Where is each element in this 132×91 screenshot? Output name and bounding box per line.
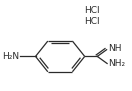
Text: H₂N: H₂N	[3, 52, 20, 61]
Text: HCl: HCl	[84, 6, 100, 15]
Text: NH₂: NH₂	[108, 59, 125, 68]
Text: HCl: HCl	[84, 17, 100, 26]
Text: NH: NH	[108, 44, 122, 53]
